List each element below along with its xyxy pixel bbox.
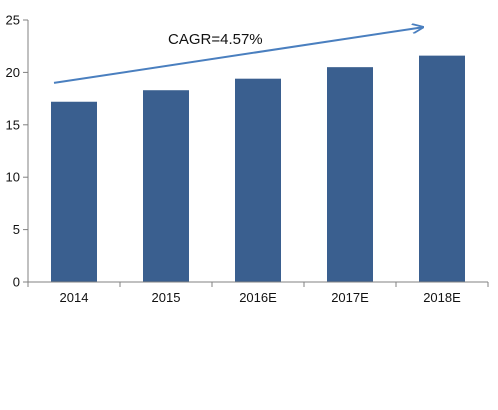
- x-tick-label-2016E: 2016E: [239, 290, 277, 305]
- bar-2017E: [327, 67, 373, 282]
- y-tick-label: 15: [6, 117, 20, 132]
- x-tick-label-2014: 2014: [60, 290, 89, 305]
- x-tick-label-2015: 2015: [152, 290, 181, 305]
- cagr-label: CAGR=4.57%: [168, 31, 263, 48]
- bar-2018E: [419, 55, 465, 282]
- y-tick-label: 25: [6, 13, 20, 28]
- cagr-arrow: [53, 27, 422, 84]
- y-tick-label: 20: [6, 65, 20, 80]
- y-tick-label: 5: [13, 222, 20, 237]
- cagr-annotation: CAGR=4.57%: [53, 27, 422, 84]
- y-tick-label: 0: [13, 275, 20, 290]
- bar-2014: [51, 101, 97, 282]
- y-tick-label: 10: [6, 170, 20, 185]
- bar-2015: [143, 90, 189, 282]
- bar-2016E: [235, 78, 281, 282]
- bar-series: [51, 55, 465, 282]
- x-tick-label-2017E: 2017E: [331, 290, 369, 305]
- x-axis: 2014 2015 2016E 2017E 2018E: [27, 281, 489, 305]
- y-axis: 0 5 10 15 20 25: [6, 13, 29, 290]
- x-tick-label-2018E: 2018E: [423, 290, 461, 305]
